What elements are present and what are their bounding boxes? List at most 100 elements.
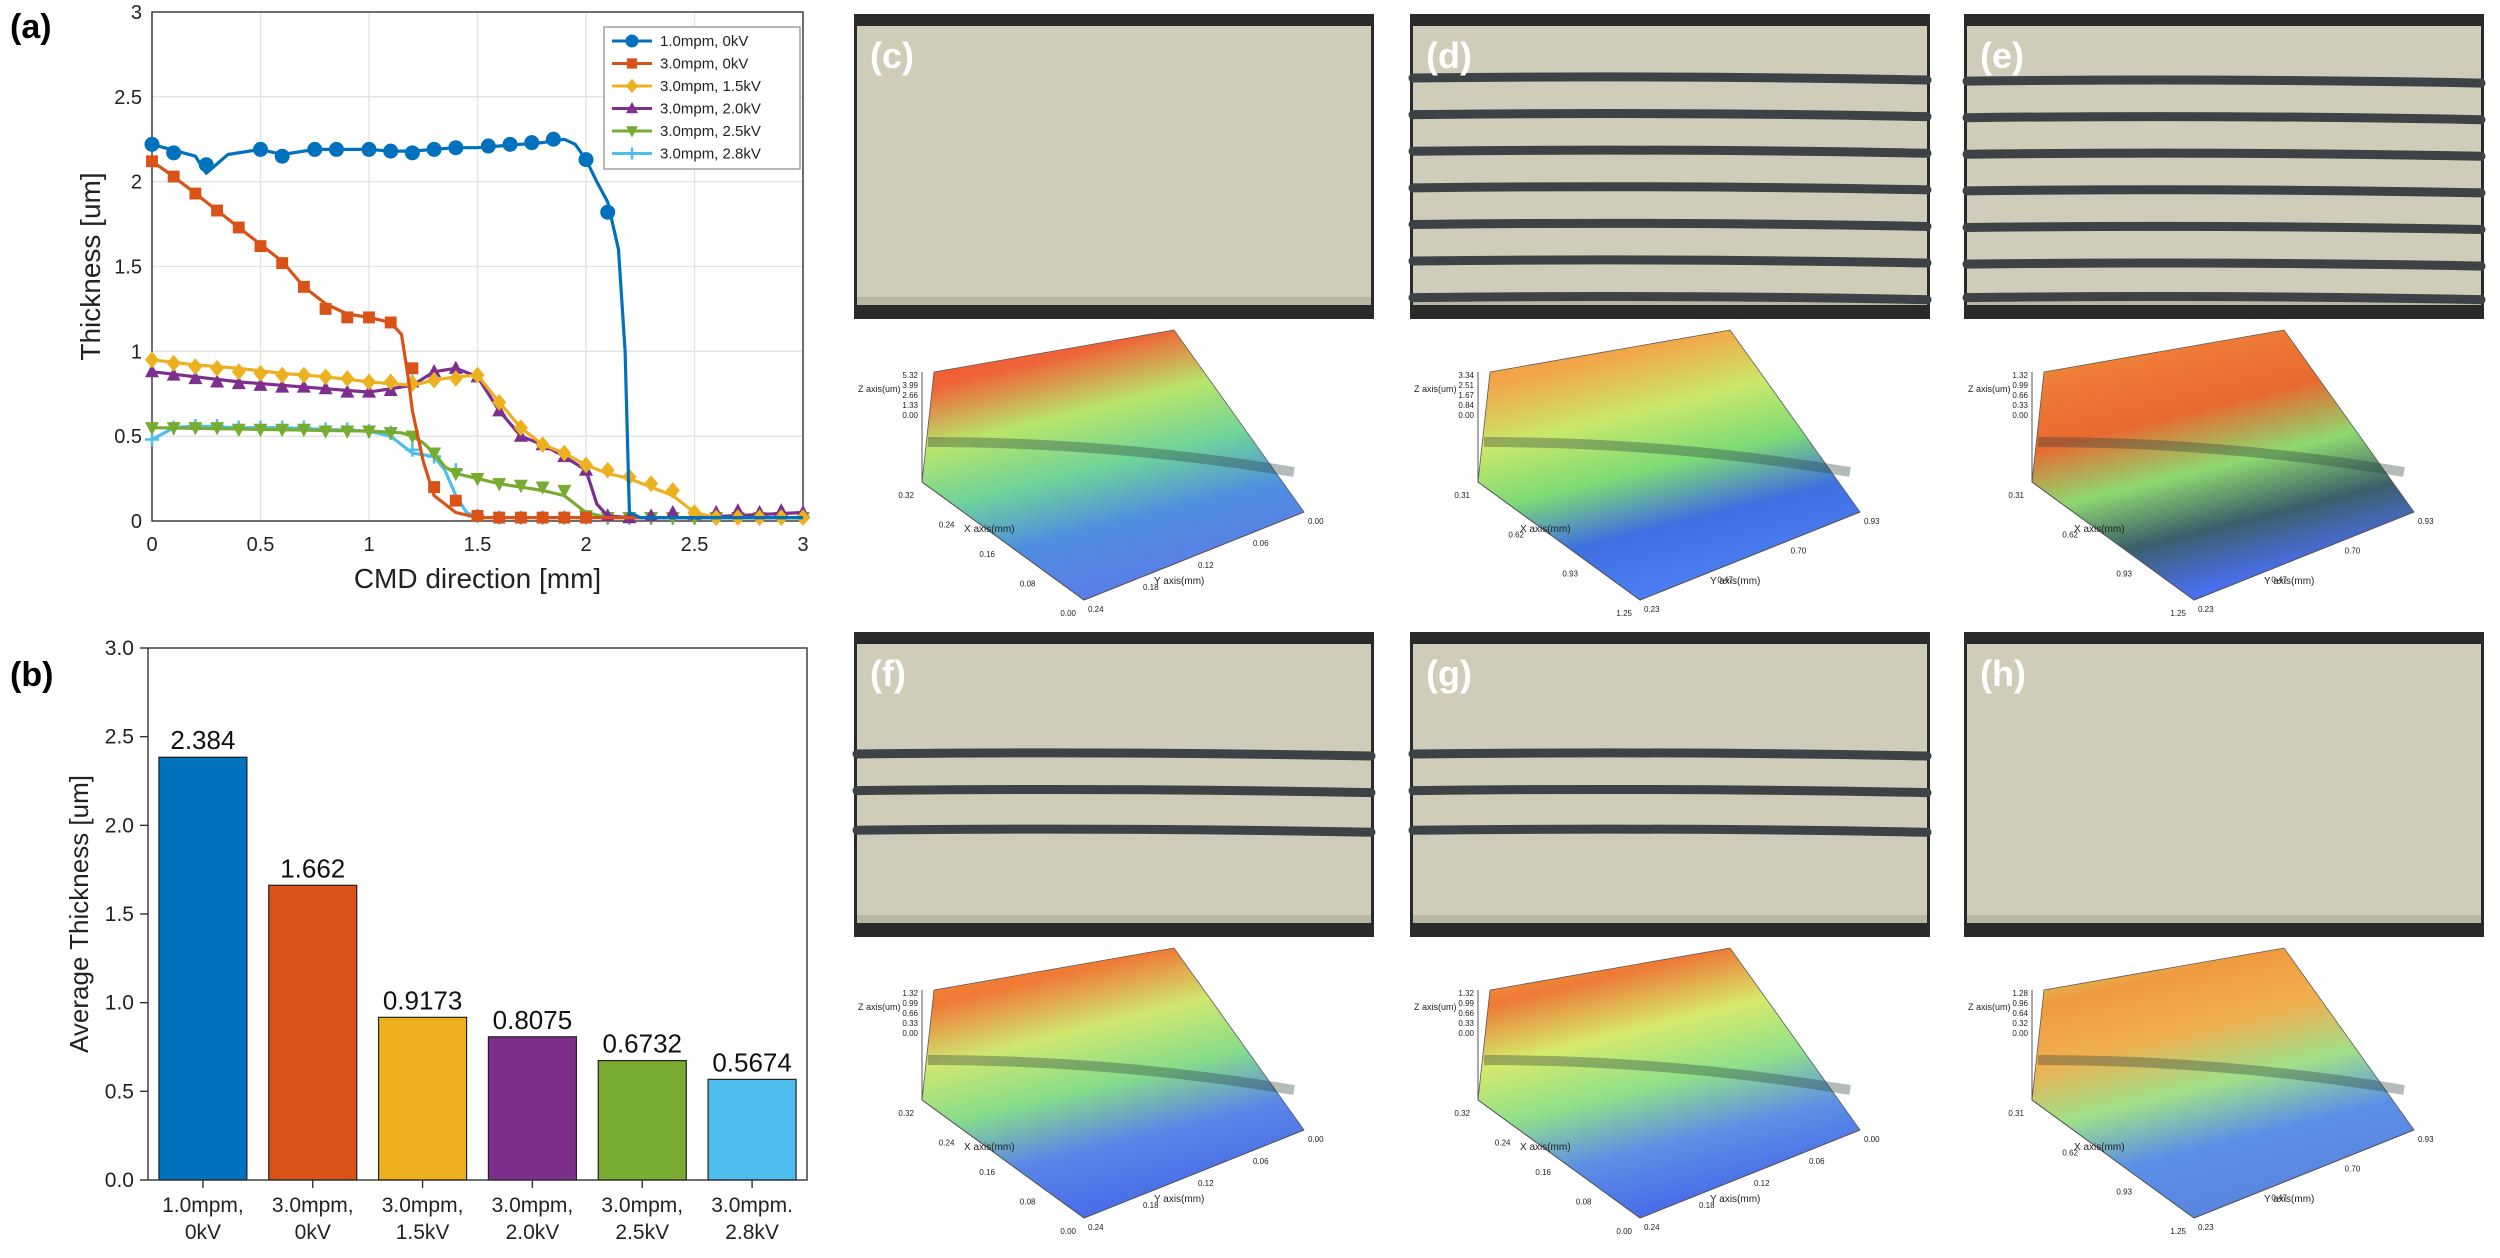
coating-stripe [1408,292,1932,305]
data-point [363,311,375,324]
y-axis-line [1083,1129,1305,1219]
coating-stripe [1962,221,2486,234]
x-tick-label: 2.0kV [506,1221,560,1244]
z-tick-label: 0.00 [1458,411,1474,420]
data-point [146,155,158,168]
y-tick-label: 0.18 [1143,583,1159,592]
data-point [253,141,268,157]
y-tick-label: 0.93 [1864,517,1880,526]
z-tick-label: 1.28 [2012,989,2028,998]
data-point [448,370,463,387]
z-tick-label: 0.00 [2012,1029,2028,1038]
x-tick-label: 1.5kV [396,1221,450,1244]
data-point [470,366,485,384]
bar-value-label: 0.5674 [712,1047,792,1077]
x-tick-label: 1.25 [2170,609,2186,618]
y-tick-label: 0.47 [1717,576,1733,585]
x-tick-label: 0.00 [1616,1227,1632,1236]
data-point [319,302,332,315]
z-tick-label: 0.99 [2012,381,2028,390]
photo-panel-4: (f) [852,632,1376,937]
data-point [210,374,225,388]
data-point [514,511,527,524]
y-tick-label: 0.06 [1809,1157,1825,1166]
x-tick-label: 0.31 [2008,1109,2024,1118]
data-point [340,384,355,398]
x-tick-label: 0.93 [2116,570,2132,579]
belt-surface [1413,644,1927,923]
data-point [166,367,181,381]
data-point [578,152,594,168]
data-point [166,422,181,436]
y-axis-line [2193,1129,2415,1219]
x-tick-label: 0.62 [2062,1148,2078,1157]
data-point [536,511,549,524]
data-point [492,393,507,411]
x-axis-line [921,481,1085,601]
data-point [275,366,290,384]
bar-value-label: 1.662 [280,853,345,883]
y-tick-label: 0.18 [1699,1201,1715,1210]
coating-stripe [1962,258,2486,271]
data-point [362,425,376,439]
y-tick-label: 0.23 [1644,605,1660,614]
legend-entry: 3.0mpm, 1.5kV [660,78,761,95]
data-point [406,362,419,375]
bar [158,756,248,1181]
z-tick-label: 0.32 [2012,1019,2028,1028]
z-tick-label: 1.32 [2012,371,2028,380]
z-axis-label: Z axis(um) [858,384,901,394]
y-tick-label: 0.24 [1644,1223,1660,1232]
data-point [600,204,616,220]
belt-surface [857,26,1371,305]
data-point [307,141,323,157]
x-tick-label: 0.32 [1454,1109,1470,1118]
y-tick-label: 0.47 [2271,576,2287,585]
y-tick-label: 1 [131,341,142,363]
surface-plot-4: Z axis(um)1.320.990.660.330.00X axis(mm)… [858,947,1324,1236]
photo-panels: (c)Z axis(um)5.323.992.661.330.00X axis(… [852,14,2486,1236]
photo-label: (h) [1980,653,2026,694]
coating-stripe [1408,109,1932,122]
data-point [558,511,571,524]
data-point [383,143,399,159]
y-axis-label: Y axis(mm) [1154,576,1204,587]
data-point [427,447,442,461]
x-tick-label: 0.00 [1060,609,1076,618]
data-point [210,422,225,436]
coating-stripe [1408,218,1932,231]
data-point [318,425,333,439]
z-axis-label: Z axis(um) [858,1002,901,1012]
x-tick-label: 0.24 [939,1139,955,1148]
data-point [471,509,484,522]
surface-step-edge [927,437,1295,477]
coating-stripe [852,824,1376,837]
x-tick-label: 0.31 [2008,491,2024,500]
series-line [151,159,803,520]
y-tick-label: 0.06 [1253,539,1269,548]
coating-stripe [1408,72,1932,85]
x-tick-label: 1 [363,534,374,556]
data-point [535,436,550,454]
y-axis-label: Y axis(mm) [1710,576,1760,587]
data-point [340,370,355,387]
y-tick-label: 2.0 [105,814,134,837]
surface-plot-6: Z axis(um)1.280.960.640.320.00 X axis(mm)… [1968,947,2434,1236]
data-point [362,373,376,391]
data-point [253,423,268,438]
data-point [166,354,181,372]
y-axis-line [1639,1129,1861,1219]
data-point [232,221,245,234]
z-tick-label: 0.33 [902,1019,918,1028]
y-tick-label: 0.5 [105,1080,134,1103]
bar-value-label: 2.384 [170,725,235,755]
data-point [545,131,561,147]
x-tick-label: 0kV [295,1221,331,1244]
z-axis-label: Z axis(um) [1414,384,1457,394]
data-point [145,351,159,369]
data-point [404,145,420,161]
x-tick-label: 0.08 [1020,1198,1036,1207]
data-point [427,371,442,389]
data-point [557,484,572,499]
